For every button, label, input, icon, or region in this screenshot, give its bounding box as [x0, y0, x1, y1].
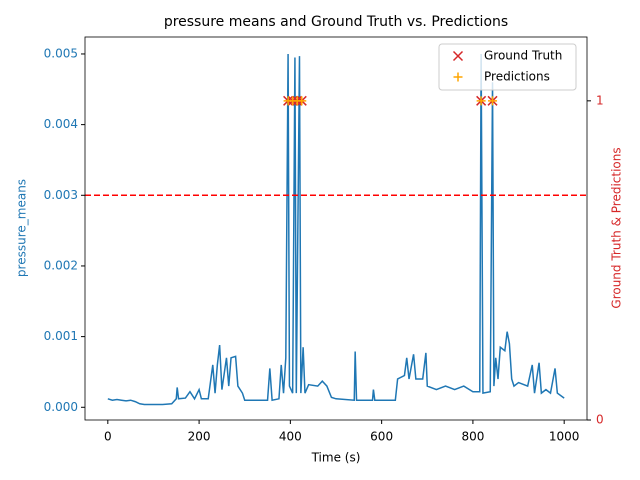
chart-title: pressure means and Ground Truth vs. Pred… [164, 14, 508, 30]
y2-axis-label: Ground Truth & Predictions [610, 147, 624, 308]
y2-tick-label: 1 [596, 93, 604, 107]
y-axis-label: pressure_means [15, 179, 29, 277]
y-tick-label: 0.003 [44, 188, 78, 202]
y-tick-label: 0.002 [44, 258, 78, 272]
legend-box [438, 43, 577, 91]
y-tick-label: 0.001 [44, 329, 78, 343]
marker [488, 96, 498, 106]
x-tick-label: 800 [461, 430, 484, 444]
x-tick-label: 600 [370, 430, 393, 444]
y-tick-label: 0.004 [44, 117, 78, 131]
y-tick-label: 0.000 [44, 400, 78, 414]
legend-marker [452, 50, 464, 62]
plot-frame [84, 36, 588, 421]
marker [297, 96, 307, 106]
x-axis-label: Time (s) [311, 451, 361, 465]
x-tick-label: 200 [188, 430, 211, 444]
legend-marker [453, 72, 463, 82]
legend-label: Ground Truth [484, 49, 562, 63]
y-tick-label: 0.005 [44, 46, 78, 60]
x-tick-label: 400 [279, 430, 302, 444]
legend-label: Predictions [484, 70, 550, 84]
marker [476, 96, 486, 106]
x-tick-label: 1000 [549, 430, 580, 444]
y2-tick-label: 0 [596, 413, 604, 427]
pressure-line [107, 53, 565, 406]
x-tick-label: 0 [104, 430, 112, 444]
